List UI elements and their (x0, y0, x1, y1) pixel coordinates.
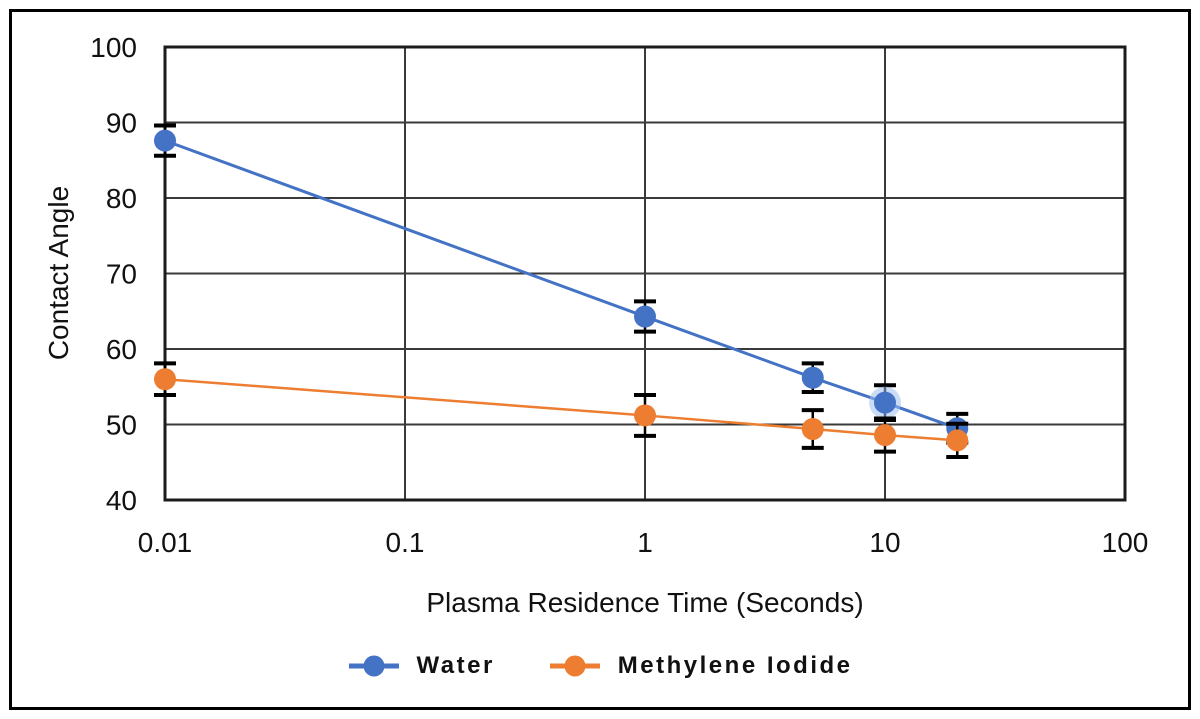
y-tick-label: 60 (106, 334, 137, 365)
series-line (164, 139, 958, 430)
data-point (946, 429, 969, 452)
data-point (874, 424, 896, 447)
data-point (801, 366, 824, 389)
methylene-iodide-series-marker-icon (549, 655, 600, 677)
series-methylene-iodide (154, 361, 969, 459)
data-point (154, 129, 176, 152)
legend-label-water: Water (416, 652, 495, 679)
y-tick-label: 100 (90, 32, 137, 63)
x-tick-label: 1 (637, 527, 653, 558)
x-tick-label: 100 (1102, 527, 1149, 558)
y-tick-label: 70 (106, 259, 137, 290)
x-tick-label: 10 (869, 527, 900, 558)
water-series-marker-icon (348, 655, 399, 677)
series-water (154, 123, 969, 445)
legend-label-methylene-iodide: Methylene Iodide (617, 652, 853, 679)
y-axis-title: Contact Angle (43, 185, 74, 361)
x-tick-label: 0.1 (386, 527, 425, 558)
x-axis-title: Plasma Residence Time (Seconds) (426, 587, 864, 618)
data-point (634, 305, 656, 328)
y-tick-labels: 100 90 80 70 60 50 40 (90, 32, 137, 516)
legend-item-methylene-iodide: Methylene Iodide (549, 652, 853, 680)
x-tick-label: 0.01 (138, 527, 193, 558)
y-tick-label: 80 (106, 183, 137, 214)
legend: Water Methylene Iodide (0, 652, 1200, 680)
y-tick-label: 90 (106, 108, 137, 139)
series-line (164, 377, 958, 442)
data-point (634, 404, 656, 427)
x-tick-labels: 0.01 0.1 1 10 100 (138, 527, 1149, 558)
data-point (154, 368, 176, 391)
y-tick-label: 40 (106, 485, 137, 516)
data-point (874, 391, 896, 414)
y-tick-label: 50 (106, 410, 137, 441)
legend-item-water: Water (348, 652, 495, 680)
plot-frame (163, 45, 1127, 502)
data-point (801, 418, 824, 441)
